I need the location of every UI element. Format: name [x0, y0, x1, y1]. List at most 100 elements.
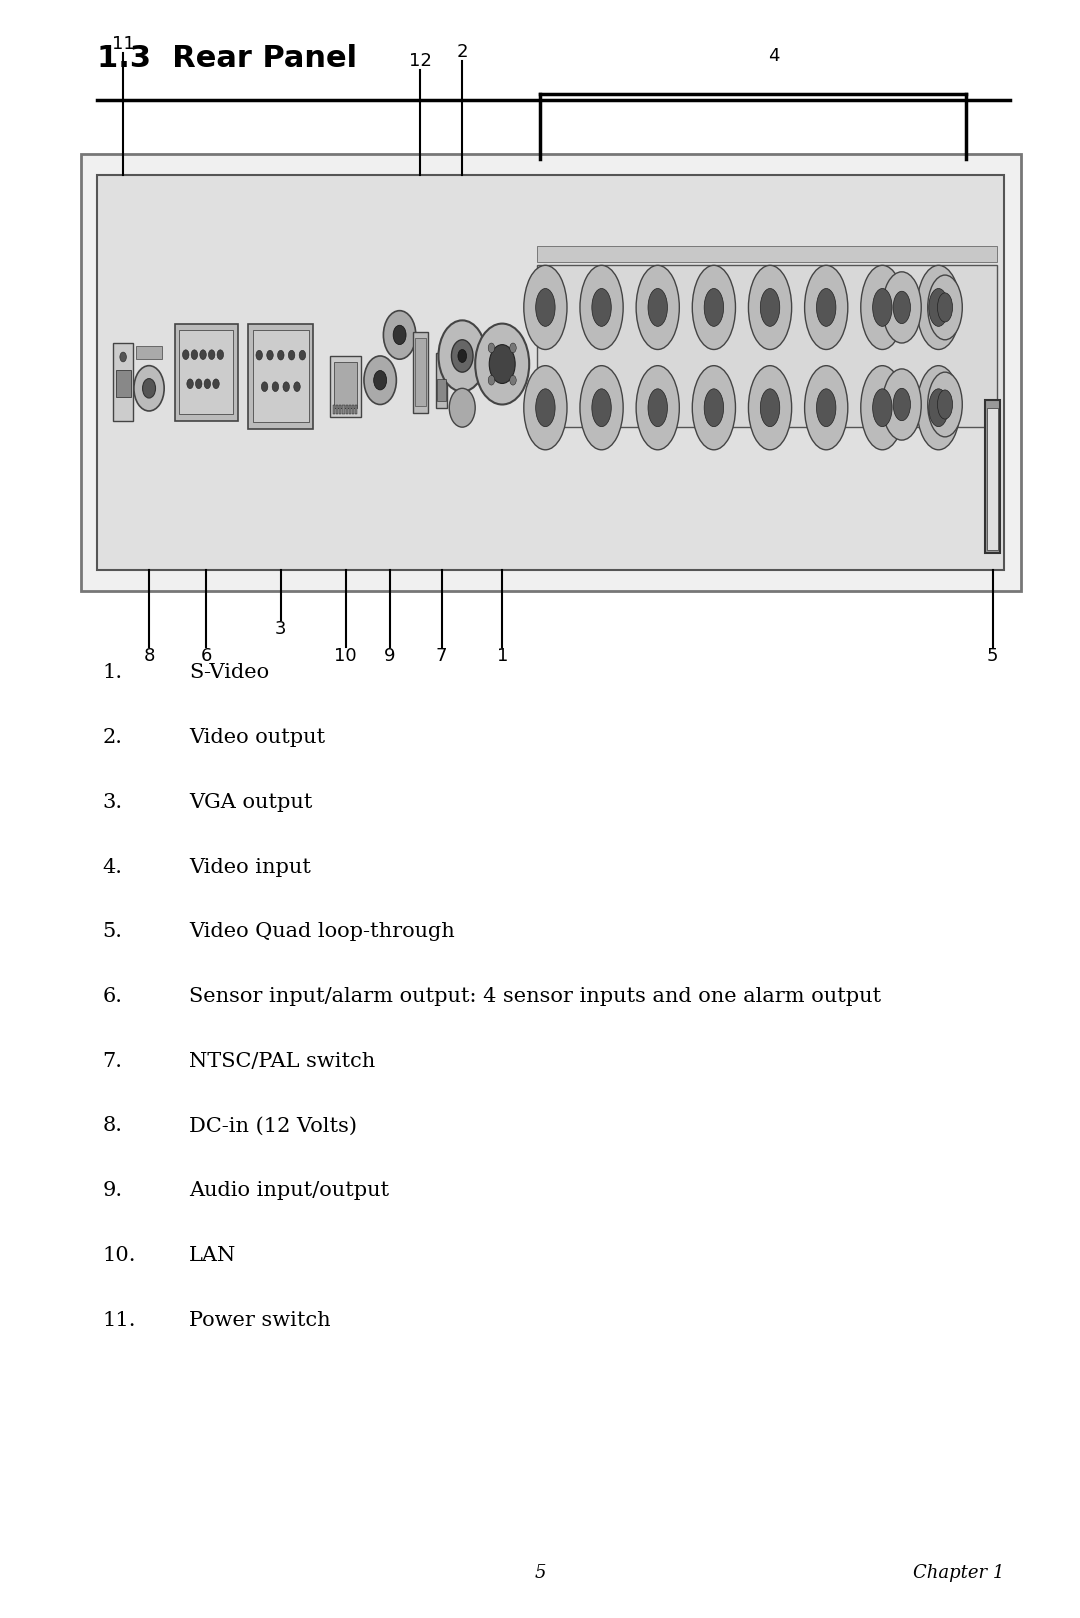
Circle shape	[451, 340, 473, 372]
Text: 9.: 9.	[103, 1181, 123, 1201]
Text: S-Video: S-Video	[189, 663, 269, 683]
Bar	[175, 324, 238, 421]
Circle shape	[488, 375, 495, 385]
Ellipse shape	[580, 366, 623, 450]
Ellipse shape	[704, 288, 724, 327]
Text: Sensor input/alarm output: 4 sensor inputs and one alarm output: Sensor input/alarm output: 4 sensor inpu…	[189, 987, 881, 1006]
Bar	[334, 362, 357, 408]
Ellipse shape	[805, 265, 848, 349]
Bar	[330, 356, 361, 417]
Circle shape	[195, 379, 202, 388]
Ellipse shape	[917, 366, 960, 450]
Circle shape	[200, 349, 206, 359]
Circle shape	[191, 349, 198, 359]
Bar	[333, 404, 335, 414]
Text: 2: 2	[457, 44, 468, 61]
Bar	[113, 343, 133, 421]
Text: Video output: Video output	[189, 728, 325, 748]
Circle shape	[475, 324, 529, 404]
Ellipse shape	[648, 288, 667, 327]
Ellipse shape	[893, 388, 910, 421]
Bar	[346, 404, 348, 414]
Bar	[253, 330, 309, 422]
Bar	[985, 400, 1000, 553]
Circle shape	[374, 371, 387, 390]
Bar	[136, 346, 162, 359]
Circle shape	[120, 353, 126, 362]
Bar	[537, 246, 997, 262]
Ellipse shape	[704, 388, 724, 427]
Ellipse shape	[592, 388, 611, 427]
Ellipse shape	[816, 288, 836, 327]
Circle shape	[393, 325, 406, 345]
Circle shape	[294, 382, 300, 392]
Text: 9: 9	[384, 647, 395, 665]
Text: 11: 11	[111, 36, 135, 53]
Bar	[349, 404, 351, 414]
Circle shape	[183, 349, 189, 359]
Ellipse shape	[937, 390, 953, 419]
Ellipse shape	[917, 265, 960, 349]
Text: 3: 3	[275, 620, 286, 637]
Circle shape	[272, 382, 279, 392]
Circle shape	[449, 388, 475, 427]
Ellipse shape	[873, 288, 892, 327]
Bar	[437, 379, 446, 401]
Bar	[179, 330, 233, 414]
Bar	[413, 332, 428, 413]
Circle shape	[256, 351, 262, 361]
Bar	[339, 404, 341, 414]
Ellipse shape	[937, 293, 953, 322]
Text: DC-in (12 Volts): DC-in (12 Volts)	[189, 1116, 357, 1136]
Circle shape	[299, 351, 306, 361]
Text: 12: 12	[408, 52, 432, 70]
Text: Audio input/output: Audio input/output	[189, 1181, 389, 1201]
Text: 10: 10	[335, 647, 356, 665]
Bar	[97, 175, 1004, 570]
Ellipse shape	[760, 288, 780, 327]
Text: 1: 1	[497, 647, 508, 665]
Text: Video input: Video input	[189, 858, 311, 877]
Bar	[342, 404, 345, 414]
Text: LAN: LAN	[189, 1246, 237, 1265]
Ellipse shape	[882, 272, 921, 343]
Text: 6.: 6.	[103, 987, 123, 1006]
Text: Chapter 1: Chapter 1	[913, 1565, 1004, 1582]
Ellipse shape	[536, 288, 555, 327]
Text: 10.: 10.	[103, 1246, 136, 1265]
Ellipse shape	[893, 291, 910, 324]
Ellipse shape	[928, 372, 962, 437]
Text: 3.: 3.	[103, 793, 123, 812]
Circle shape	[187, 379, 193, 388]
Text: 5: 5	[535, 1565, 545, 1582]
Text: 4.: 4.	[103, 858, 123, 877]
Text: NTSC/PAL switch: NTSC/PAL switch	[189, 1052, 375, 1071]
Circle shape	[217, 349, 224, 359]
Circle shape	[283, 382, 289, 392]
Circle shape	[208, 349, 215, 359]
Ellipse shape	[805, 366, 848, 450]
Ellipse shape	[873, 388, 892, 427]
Ellipse shape	[636, 265, 679, 349]
Ellipse shape	[748, 366, 792, 450]
Text: Power switch: Power switch	[189, 1311, 330, 1330]
Circle shape	[261, 382, 268, 392]
Ellipse shape	[882, 369, 921, 440]
Ellipse shape	[861, 265, 904, 349]
Circle shape	[213, 379, 219, 388]
Ellipse shape	[692, 366, 735, 450]
Ellipse shape	[748, 265, 792, 349]
Circle shape	[134, 366, 164, 411]
Text: 7: 7	[436, 647, 447, 665]
Ellipse shape	[580, 265, 623, 349]
Circle shape	[364, 356, 396, 404]
Text: VGA output: VGA output	[189, 793, 312, 812]
Circle shape	[510, 343, 516, 353]
Text: 5.: 5.	[103, 922, 123, 942]
Bar	[987, 408, 998, 550]
Bar	[352, 404, 354, 414]
Bar	[248, 324, 313, 429]
Circle shape	[278, 351, 284, 361]
Bar	[81, 154, 1021, 591]
Ellipse shape	[760, 388, 780, 427]
